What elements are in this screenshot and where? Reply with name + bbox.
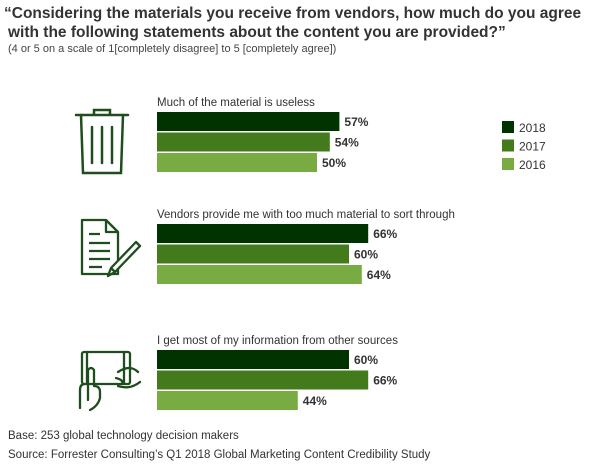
document-pencil-icon — [80, 218, 142, 278]
bar-2018 — [157, 112, 340, 131]
data-label: 57% — [344, 115, 368, 129]
chart-title: “Considering the materials you receive f… — [4, 4, 594, 42]
bar-2016 — [157, 153, 317, 172]
bar-2016 — [157, 265, 362, 284]
bar-2016 — [157, 391, 298, 410]
tablet-hands-icon — [78, 350, 142, 412]
title-line-1: “Considering the materials you receive f… — [4, 5, 582, 22]
category-label: I get most of my information from other … — [157, 335, 398, 347]
category-label: Vendors provide me with too much materia… — [157, 209, 455, 221]
legend-swatch-2018 — [502, 121, 514, 133]
title-line-2: with the following statements about the … — [8, 24, 506, 41]
bar-2017 — [157, 132, 330, 152]
data-label: 50% — [322, 156, 346, 170]
data-label: 66% — [373, 374, 397, 388]
legend-swatch-2016 — [502, 158, 514, 170]
bar-2018 — [157, 350, 349, 369]
footer-source: Source: Forrester Consulting’s Q1 2018 G… — [8, 449, 431, 461]
data-label: 44% — [303, 394, 327, 408]
data-label: 60% — [354, 248, 378, 262]
data-label: 66% — [373, 227, 397, 241]
bar-2017 — [157, 370, 369, 390]
data-label: 60% — [354, 353, 378, 367]
legend-label: 2017 — [519, 140, 546, 154]
data-label: 64% — [367, 268, 391, 282]
legend-label: 2016 — [519, 158, 546, 172]
legend-label: 2018 — [519, 121, 546, 135]
bar-2017 — [157, 244, 349, 264]
chart-subtitle: (4 or 5 on a scale of 1[completely disag… — [8, 43, 337, 55]
bar-2018 — [157, 224, 369, 243]
data-label: 54% — [335, 136, 359, 150]
trash-can-icon — [74, 108, 130, 175]
legend-swatch-2017 — [502, 139, 514, 152]
category-label: Much of the material is useless — [157, 97, 315, 109]
footer-base: Base: 253 global technology decision mak… — [8, 430, 239, 442]
